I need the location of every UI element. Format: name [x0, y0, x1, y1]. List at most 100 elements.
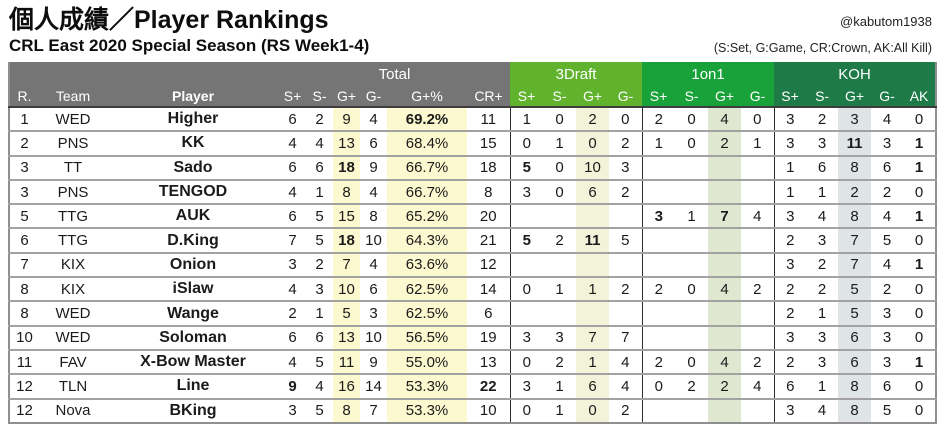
cell-rank: 1 [9, 105, 39, 132]
table-row: 3 TT Sado 6 6 18 9 66.7% 18 5 0 10 3 1 6 8 6 1 [9, 154, 937, 180]
cell-total-g-pct: 56.5% [387, 324, 468, 350]
cell-1on1-s-plus [642, 178, 676, 205]
cell-total-cr-plus: 22 [467, 373, 511, 399]
cell-3draft-g-plus: 1 [576, 348, 610, 375]
cell-total-s-minus: 6 [306, 154, 334, 180]
cell-rank: 7 [9, 251, 39, 278]
cell-total-cr-plus: 6 [467, 300, 511, 326]
cell-1on1-s-minus: 0 [675, 105, 709, 132]
cell-1on1-s-plus [642, 300, 676, 326]
cell-total-s-minus: 5 [306, 203, 334, 229]
cell-koh-s-plus: 3 [774, 105, 807, 132]
cell-total-s-minus: 3 [306, 276, 334, 302]
cell-total-s-minus: 2 [306, 251, 334, 278]
cell-koh-g-minus: 6 [871, 154, 904, 180]
cell-total-g-minus: 4 [360, 178, 388, 205]
cell-3draft-g-plus: 2 [576, 105, 610, 132]
cell-player: Onion [107, 251, 280, 278]
cell-1on1-s-minus [675, 300, 709, 326]
cell-total-g-plus: 15 [333, 203, 361, 229]
cell-total-g-pct: 68.4% [387, 130, 468, 156]
cell-player: KK [107, 130, 280, 156]
cell-1on1-s-plus [642, 251, 676, 278]
cell-1on1-s-plus [642, 154, 676, 180]
column-header-1on1-s-plus: S+ [642, 86, 676, 107]
cell-total-g-pct: 65.2% [387, 203, 468, 229]
cell-total-g-minus: 10 [360, 324, 388, 350]
cell-3draft-g-plus [576, 300, 610, 326]
cell-3draft-s-minus: 2 [543, 348, 577, 375]
cell-koh-g-plus: 7 [838, 227, 872, 253]
cell-koh-g-plus: 7 [838, 251, 872, 278]
cell-1on1-s-plus: 0 [642, 373, 676, 399]
cell-3draft-s-plus: 0 [510, 348, 544, 375]
column-header-3draft-s-plus: S+ [510, 86, 544, 107]
cell-1on1-g-plus [708, 324, 742, 350]
cell-3draft-g-minus: 0 [609, 105, 643, 132]
table-row: 3 PNS TENGOD 4 1 8 4 66.7% 8 3 0 6 2 1 1 2 2 0 [9, 178, 937, 205]
cell-koh-g-plus: 8 [838, 397, 872, 423]
cell-koh-s-plus: 1 [774, 154, 807, 180]
cell-koh-ak: 0 [903, 276, 937, 302]
table-head: Total 3Draft 1on1 KOH R. Team Player S+ S- G+ G- G… [9, 62, 937, 107]
cell-koh-g-minus: 3 [871, 348, 904, 375]
cell-team: PNS [39, 130, 107, 156]
cell-3draft-g-minus: 2 [609, 130, 643, 156]
cell-rank: 8 [9, 300, 39, 326]
cell-rank: 6 [9, 227, 39, 253]
group-header-koh: KOH [774, 62, 937, 86]
cell-1on1-s-minus: 2 [675, 373, 709, 399]
cell-team: FAV [39, 348, 107, 375]
cell-koh-ak: 0 [903, 324, 937, 350]
column-header-total-s-plus: S+ [279, 86, 307, 107]
cell-3draft-g-plus: 7 [576, 324, 610, 350]
cell-total-g-plus: 8 [333, 397, 361, 423]
cell-rank: 8 [9, 276, 39, 302]
cell-1on1-g-minus [741, 154, 775, 180]
cell-total-s-minus: 1 [306, 178, 334, 205]
cell-koh-g-plus: 6 [838, 324, 872, 350]
cell-3draft-s-plus [510, 203, 544, 229]
cell-1on1-g-minus [741, 178, 775, 205]
cell-3draft-g-minus: 7 [609, 324, 643, 350]
cell-3draft-s-plus: 0 [510, 276, 544, 302]
column-header-1on1-g-minus: G- [741, 86, 775, 107]
cell-koh-s-plus: 2 [774, 276, 807, 302]
cell-koh-s-minus: 3 [806, 130, 839, 156]
cell-total-g-minus: 9 [360, 154, 388, 180]
cell-1on1-s-plus: 2 [642, 276, 676, 302]
cell-rank: 5 [9, 203, 39, 229]
cell-3draft-g-plus: 6 [576, 178, 610, 205]
cell-1on1-g-plus [708, 154, 742, 180]
cell-koh-s-plus: 3 [774, 203, 807, 229]
cell-total-s-plus: 9 [279, 373, 307, 399]
cell-3draft-s-minus [543, 251, 577, 278]
cell-total-g-plus: 16 [333, 373, 361, 399]
cell-total-s-plus: 3 [279, 397, 307, 423]
cell-1on1-g-minus [741, 300, 775, 326]
cell-total-g-minus: 6 [360, 130, 388, 156]
cell-total-g-plus: 11 [333, 348, 361, 375]
cell-1on1-g-minus: 2 [741, 276, 775, 302]
table-body: 1 WED Higher 6 2 9 4 69.2% 11 1 0 2 0 2 0 4 0 3 2 3 4 0 2 PNS KK… [9, 105, 937, 423]
group-header-blank [9, 62, 280, 86]
cell-1on1-s-minus: 0 [675, 130, 709, 156]
column-header-row: R. Team Player S+ S- G+ G- G+% CR+ S+ S- G+ G- S+ S- G+… [9, 86, 937, 107]
cell-1on1-g-minus: 1 [741, 130, 775, 156]
cell-1on1-s-minus [675, 178, 709, 205]
cell-3draft-s-plus: 0 [510, 397, 544, 423]
cell-total-s-plus: 6 [279, 203, 307, 229]
cell-team: TTG [39, 203, 107, 229]
column-header-total-g-pct: G+% [387, 86, 468, 107]
cell-player: D.King [107, 227, 280, 253]
cell-3draft-s-plus: 1 [510, 105, 544, 132]
cell-total-g-plus: 13 [333, 130, 361, 156]
cell-total-g-plus: 10 [333, 276, 361, 302]
cell-team: KIX [39, 276, 107, 302]
cell-3draft-g-plus: 6 [576, 373, 610, 399]
cell-player: Soloman [107, 324, 280, 350]
cell-koh-s-plus: 1 [774, 178, 807, 205]
cell-total-g-plus: 5 [333, 300, 361, 326]
cell-total-g-minus: 7 [360, 397, 388, 423]
